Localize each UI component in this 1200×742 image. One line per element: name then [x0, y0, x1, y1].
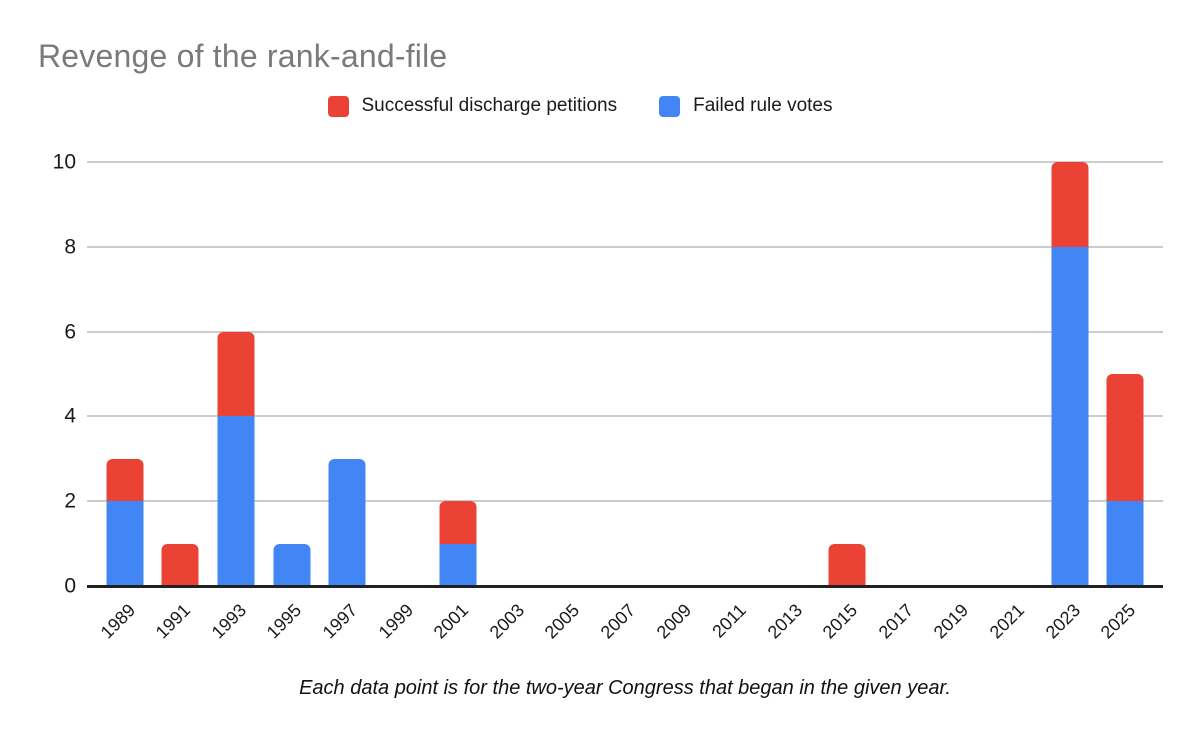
x-tick-label: 2015	[818, 600, 862, 643]
bar-segment-failed-rule-votes	[273, 543, 311, 586]
y-tick-label: 8	[64, 235, 76, 259]
bar-segment-successful-discharge-petitions	[439, 501, 477, 544]
gridline	[87, 330, 1163, 333]
y-tick-label: 10	[52, 150, 76, 174]
x-tick-label: 1989	[96, 600, 139, 643]
y-tick-label: 6	[64, 320, 76, 344]
x-axis-baseline	[87, 584, 1163, 588]
x-tick-label: 2025	[1096, 600, 1140, 643]
bar-segment-successful-discharge-petitions	[1051, 162, 1089, 247]
x-tick-label: 2001	[429, 600, 473, 643]
bar-stack	[1106, 374, 1144, 586]
bar-group: 2015	[819, 162, 876, 642]
x-tick-label: 2019	[930, 600, 973, 643]
bar-group: 2011	[708, 162, 764, 642]
bar-stack	[328, 458, 366, 586]
y-tick-label: 2	[64, 489, 76, 513]
gridline	[87, 161, 1163, 163]
bar-group: 2005	[541, 162, 598, 642]
bar-group: 1991	[152, 162, 209, 642]
x-tick-label: 2007	[596, 600, 640, 643]
red-legend-swatch-icon	[327, 95, 349, 117]
x-tick-label: 2013	[763, 600, 806, 643]
gridline	[87, 415, 1163, 418]
bar-segment-successful-discharge-petitions	[1106, 374, 1144, 502]
bar-group: 1997	[319, 162, 375, 642]
bar-segment-failed-rule-votes	[328, 458, 366, 586]
blue-legend-swatch-icon	[659, 95, 681, 117]
y-tick-label: 0	[64, 574, 76, 598]
x-tick-label: 1995	[263, 600, 306, 643]
bar-group: 2019	[930, 162, 987, 642]
x-tick-label: 2017	[874, 600, 918, 643]
legend-label: Successful discharge petitions	[361, 95, 618, 116]
bar-stack	[161, 543, 199, 586]
bar-group: 2003	[486, 162, 542, 642]
chart-title: Revenge of the rank-and-file	[38, 38, 448, 74]
bar-row: 1989 1991 1993 1995 1997 1999 2001 2003 2005 2007…	[87, 162, 1163, 642]
bar-segment-successful-discharge-petitions	[217, 331, 255, 417]
bar-segment-failed-rule-votes	[1051, 246, 1089, 586]
x-tick-label: 2003	[485, 600, 528, 643]
bar-group: 1993	[208, 162, 264, 642]
bar-group: 2023	[1041, 162, 1098, 642]
bar-group: 2009	[652, 162, 709, 642]
x-tick-label: 1993	[207, 600, 251, 643]
bar-group: 2017	[875, 162, 931, 642]
bar-segment-successful-discharge-petitions	[161, 543, 199, 586]
x-tick-label: 2023	[1041, 600, 1084, 643]
y-tick-label: 4	[64, 404, 76, 428]
bar-segment-failed-rule-votes	[106, 501, 144, 586]
bar-stack	[439, 501, 477, 586]
bar-segment-failed-rule-votes	[217, 416, 255, 586]
bar-segment-failed-rule-votes	[1106, 501, 1144, 586]
legend-label: Failed rule votes	[693, 95, 833, 116]
bar-group: 2007	[597, 162, 653, 642]
x-tick-label: 1999	[374, 600, 417, 643]
x-tick-label: 2005	[541, 600, 584, 643]
bar-stack	[1051, 162, 1089, 586]
bar-group: 1989	[96, 162, 153, 642]
bar-segment-successful-discharge-petitions	[828, 543, 866, 586]
footnote: Each data point is for the two-year Cong…	[299, 677, 951, 699]
gridline	[87, 245, 1163, 248]
gridline	[87, 500, 1163, 503]
plot-area: 0 2 4 6 8 10 1989 1991 1993 1995 1997 1999 2001 2003…	[53, 152, 1163, 642]
legend: Successful discharge petitions Failed ru…	[0, 95, 1160, 117]
bar-stack	[106, 458, 144, 586]
x-tick-label: 2011	[708, 600, 751, 642]
bar-stack	[828, 543, 866, 586]
legend-item-failed-rule-votes: Failed rule votes	[659, 95, 833, 117]
bar-segment-successful-discharge-petitions	[106, 458, 144, 502]
x-tick-label: 2021	[985, 600, 1029, 643]
x-tick-label: 1991	[152, 600, 195, 643]
bar-group: 1999	[374, 162, 431, 642]
bar-group: 2021	[986, 162, 1042, 642]
bar-group: 2025	[1097, 162, 1153, 642]
legend-item-successful-discharge-petitions: Successful discharge petitions	[327, 95, 618, 117]
bar-group: 1995	[263, 162, 320, 642]
x-tick-label: 1997	[318, 600, 362, 643]
bar-segment-failed-rule-votes	[439, 543, 477, 586]
bar-stack	[273, 543, 311, 586]
bar-stack	[217, 331, 255, 586]
x-tick-label: 2009	[652, 600, 695, 643]
bar-group: 2001	[430, 162, 486, 642]
bar-group: 2013	[763, 162, 820, 642]
